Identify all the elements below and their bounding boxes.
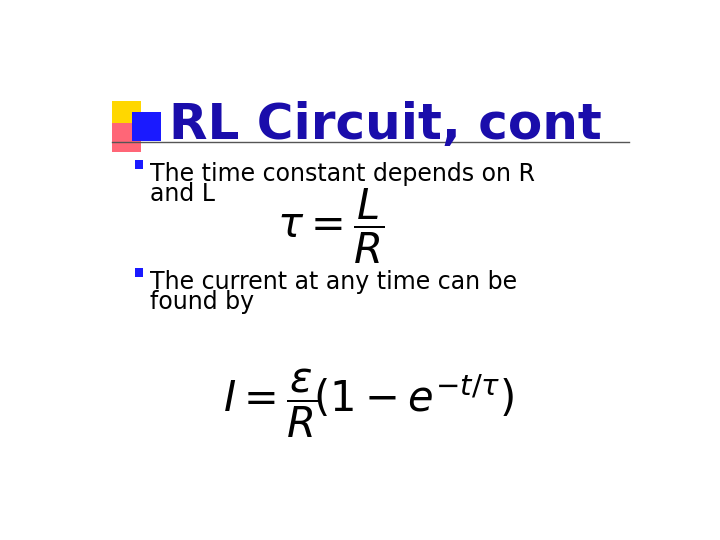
Text: The current at any time can be: The current at any time can be: [150, 269, 518, 294]
Bar: [112, 101, 141, 130]
Text: $I = \dfrac{\varepsilon}{R}\!\left(1 - e^{-t/\tau}\right)$: $I = \dfrac{\varepsilon}{R}\!\left(1 - e…: [223, 367, 515, 440]
Bar: [112, 123, 141, 152]
Bar: [132, 112, 161, 141]
Bar: [135, 268, 143, 276]
Text: and L: and L: [150, 182, 215, 206]
Text: $\tau = \dfrac{L}{R}$: $\tau = \dfrac{L}{R}$: [276, 187, 384, 266]
Text: found by: found by: [150, 289, 255, 314]
Bar: [135, 160, 143, 168]
Text: RL Circuit, cont: RL Circuit, cont: [169, 101, 602, 149]
Text: The time constant depends on R: The time constant depends on R: [150, 162, 536, 186]
